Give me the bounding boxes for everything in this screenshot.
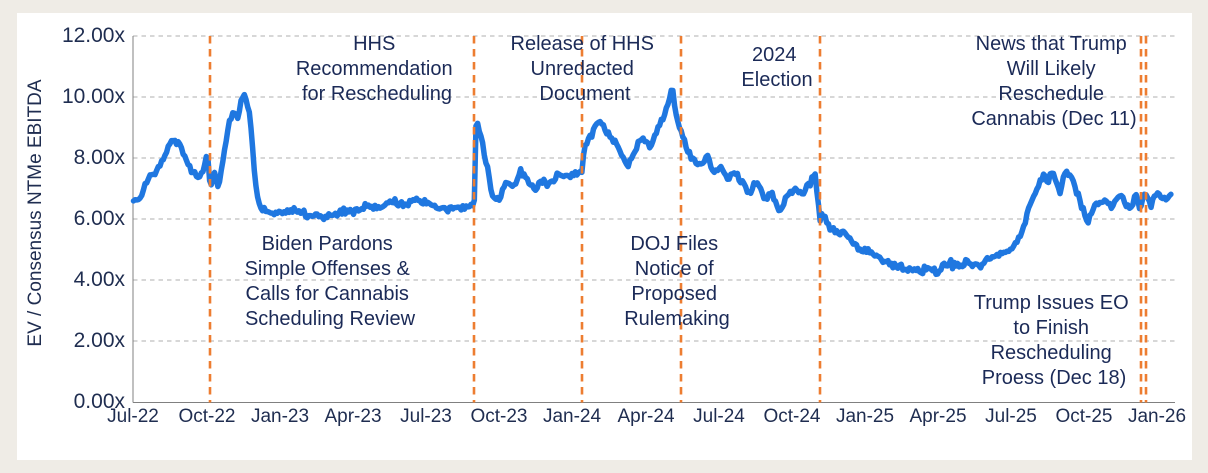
svg-text:Biden Pardons Simple O: Biden Pardons Simple Offenses & Calls fo…	[245, 233, 416, 330]
svg-text:2024 Election: 2024 Election	[741, 44, 812, 91]
svg-text:2.00x: 2.00x	[74, 329, 126, 352]
svg-text:Jul-24: Jul-24	[693, 406, 745, 427]
svg-text:Jan-24: Jan-24	[543, 406, 602, 427]
svg-text:Apr-24: Apr-24	[617, 406, 674, 427]
svg-text:DOJ Files Notice of: DOJ Files Notice of Proposed Rulemaking	[624, 233, 730, 330]
svg-text:8.00x: 8.00x	[74, 146, 126, 169]
svg-text:Jul-22: Jul-22	[107, 406, 159, 427]
svg-text:Jan-23: Jan-23	[251, 406, 309, 427]
svg-text:6.00x: 6.00x	[74, 207, 126, 230]
svg-text:HHS Recommendation: HHS Recommendation for Rescheduling	[296, 33, 458, 105]
svg-text:12.00x: 12.00x	[62, 24, 126, 47]
svg-text:News that Trump Will L: News that Trump Will Likely Reschedule C…	[971, 33, 1136, 130]
svg-text:Apr-23: Apr-23	[324, 406, 381, 427]
svg-text:4.00x: 4.00x	[74, 268, 126, 291]
svg-text:Apr-25: Apr-25	[909, 406, 966, 427]
svg-text:Jul-25: Jul-25	[985, 406, 1037, 427]
svg-text:Oct-25: Oct-25	[1055, 406, 1112, 427]
svg-text:Oct-22: Oct-22	[178, 406, 235, 427]
svg-text:Jan-25: Jan-25	[836, 406, 894, 427]
svg-text:Jul-23: Jul-23	[400, 406, 452, 427]
svg-text:10.00x: 10.00x	[62, 85, 126, 108]
svg-text:Release of HHS Unredac: Release of HHS Unredacted Document	[511, 33, 660, 105]
svg-text:Jan-26: Jan-26	[1128, 406, 1186, 427]
svg-text:Oct-23: Oct-23	[470, 406, 527, 427]
svg-text:Oct-24: Oct-24	[763, 406, 820, 427]
